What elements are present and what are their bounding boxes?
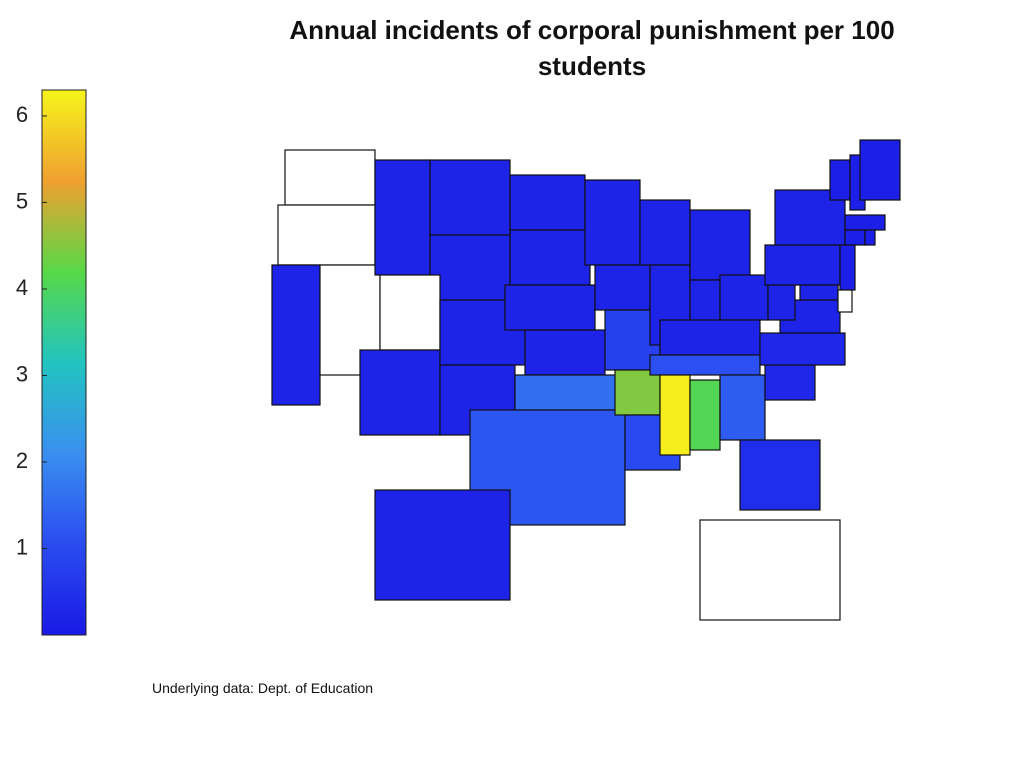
colorbar-tick-label: 1 — [16, 534, 28, 559]
region — [837, 289, 853, 313]
region — [584, 179, 641, 266]
region — [649, 354, 761, 376]
region — [429, 234, 511, 301]
region — [524, 329, 606, 376]
region — [504, 284, 596, 331]
region — [767, 284, 796, 321]
region — [509, 229, 591, 286]
region — [509, 174, 586, 231]
region — [859, 139, 901, 201]
region — [764, 244, 841, 286]
region — [719, 374, 766, 441]
region — [839, 244, 856, 291]
region — [639, 199, 691, 266]
region — [659, 319, 761, 356]
region — [719, 274, 769, 321]
region — [844, 229, 866, 246]
colorbar — [41, 89, 87, 636]
region — [429, 159, 511, 236]
colorbar-tick-label: 2 — [16, 448, 28, 473]
region — [759, 332, 846, 366]
region — [594, 264, 651, 311]
region — [689, 209, 751, 281]
region — [379, 274, 441, 351]
region — [614, 369, 661, 416]
region — [739, 439, 821, 511]
source-note: Underlying data: Dept. of Education — [152, 680, 374, 696]
region — [829, 159, 851, 201]
region — [699, 519, 841, 621]
region — [359, 349, 441, 436]
region — [764, 364, 816, 401]
region — [844, 214, 886, 231]
region — [374, 159, 431, 276]
region — [774, 189, 846, 246]
region — [271, 264, 321, 406]
chart-title: Annual incidents of corporal punishment … — [289, 15, 895, 81]
region — [374, 489, 511, 601]
region — [864, 229, 876, 246]
colorbar-tick-label: 5 — [16, 188, 28, 213]
colorbar-tick-label: 4 — [16, 275, 28, 300]
region — [799, 284, 839, 301]
region — [659, 374, 691, 456]
colorbar-tick-label: 6 — [16, 102, 28, 127]
region — [689, 379, 721, 451]
region — [514, 374, 621, 411]
colorbar-tick-label: 3 — [16, 361, 28, 386]
region — [277, 204, 376, 266]
region — [284, 149, 376, 206]
